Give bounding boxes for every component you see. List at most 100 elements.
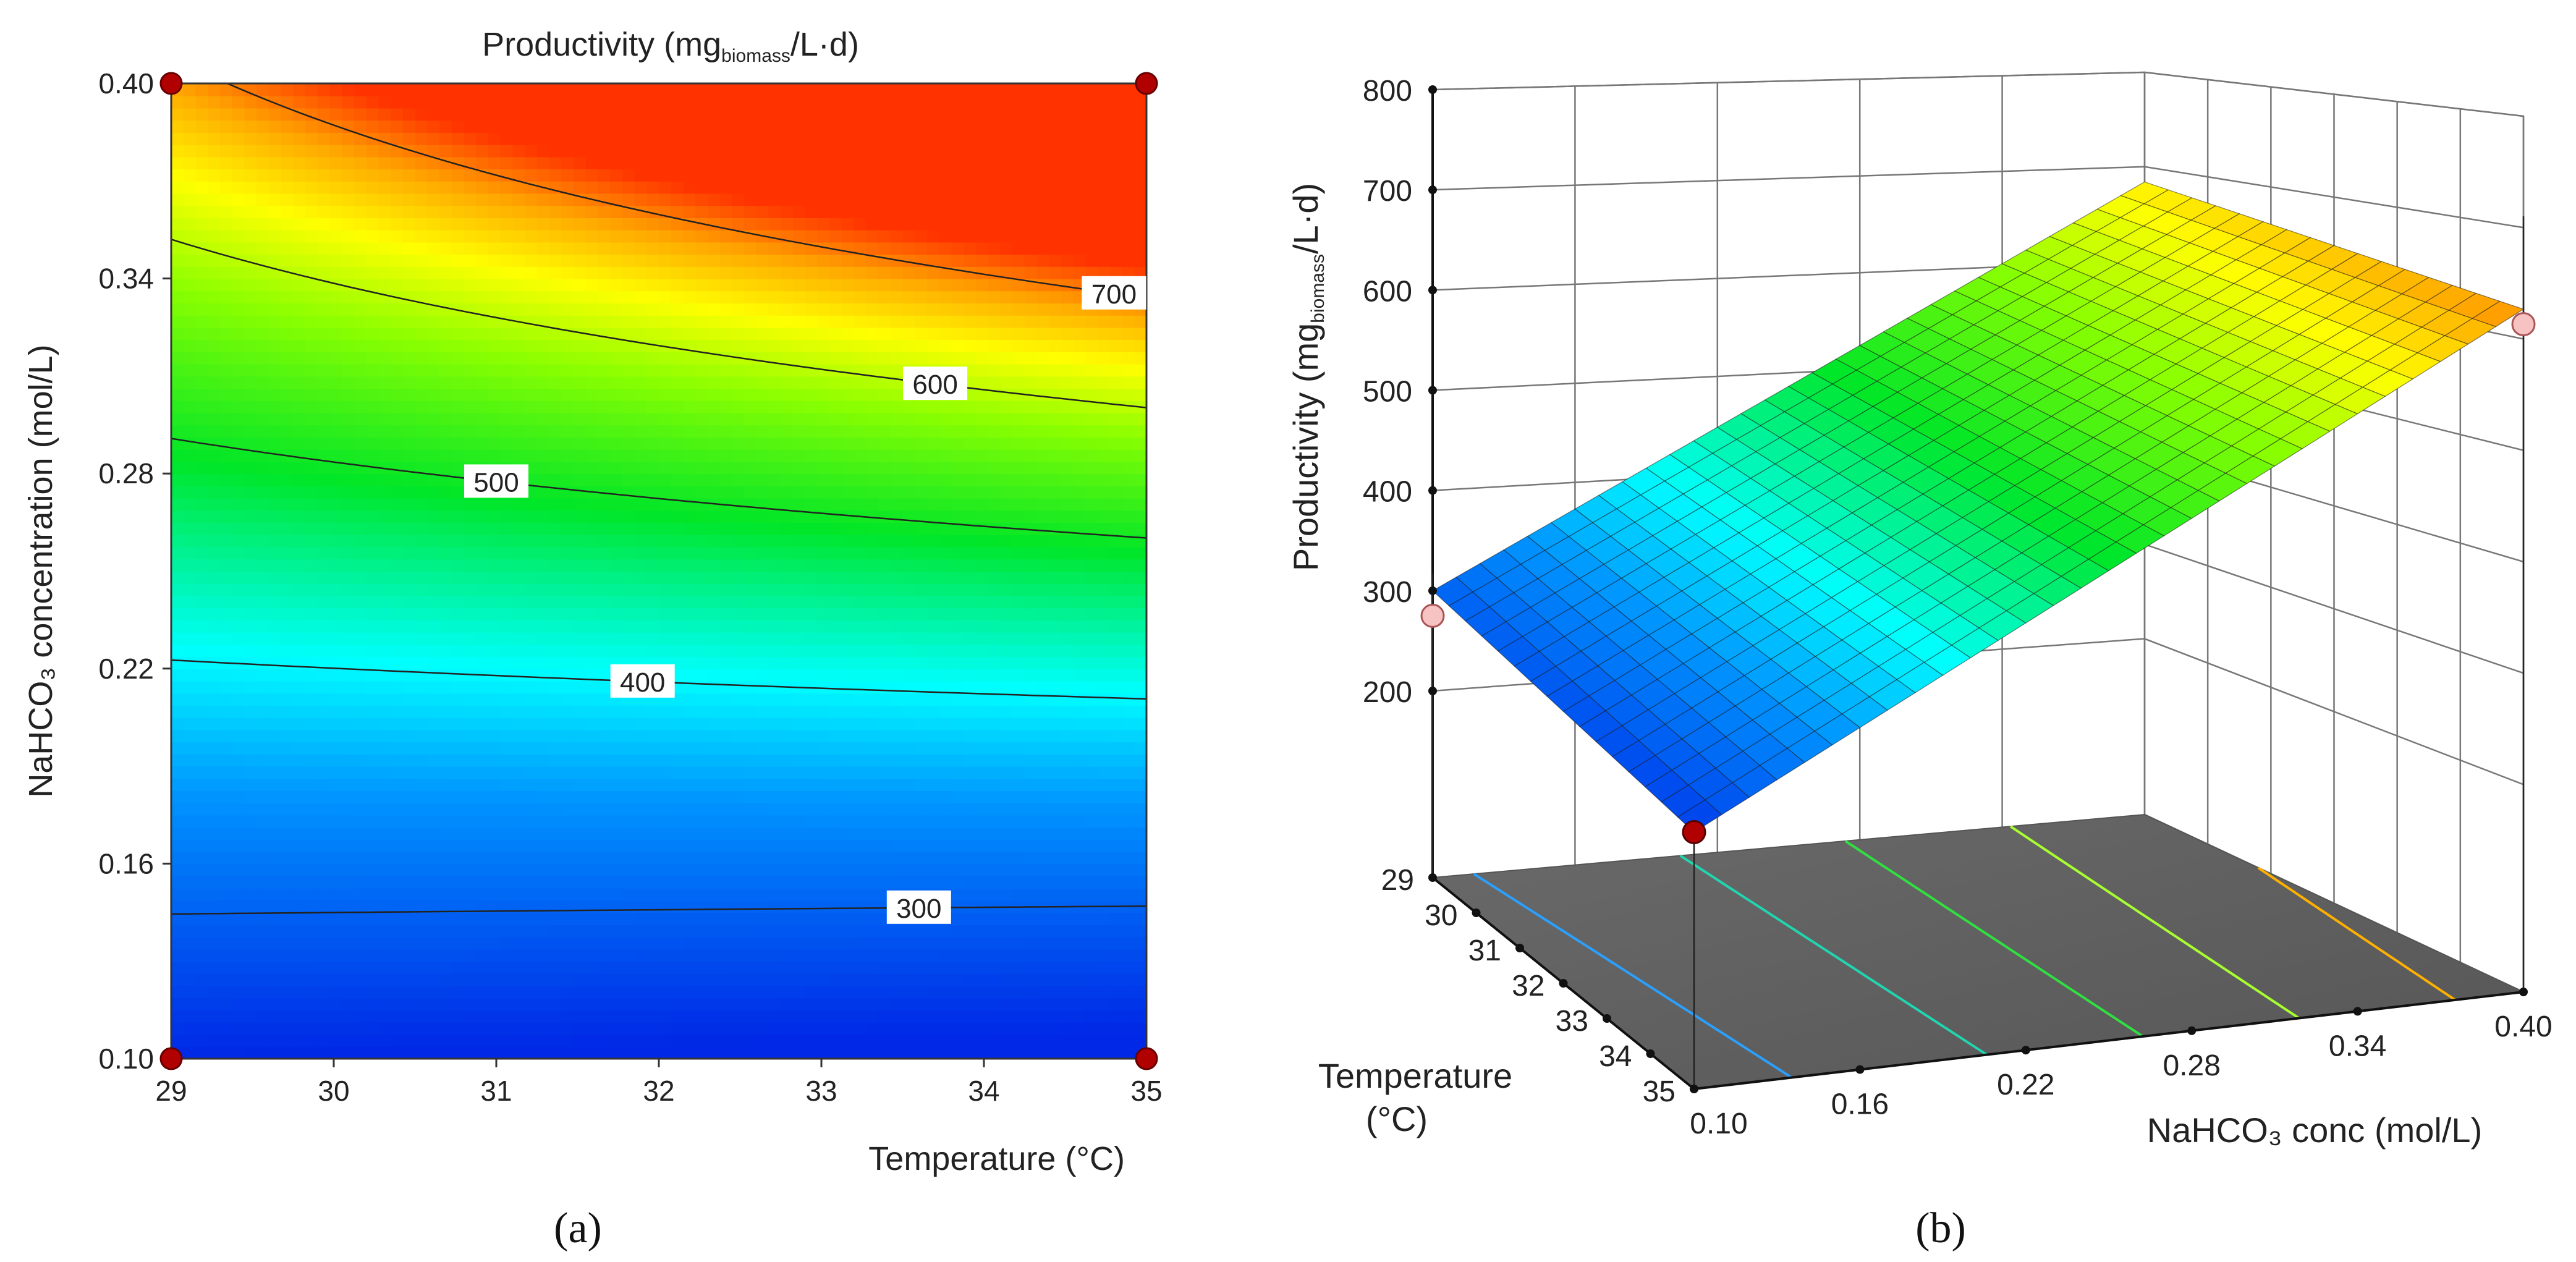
heat-cell <box>573 156 587 170</box>
heat-cell <box>866 376 879 389</box>
heat-cell <box>683 644 697 658</box>
heat-cell <box>573 925 587 938</box>
heat-cell <box>659 973 672 986</box>
heat-cell <box>317 180 331 194</box>
heat-cell <box>854 595 867 609</box>
heat-cell <box>415 997 428 1011</box>
heat-cell <box>719 1022 733 1035</box>
heat-cell <box>439 936 452 950</box>
heat-cell <box>402 778 416 792</box>
heat-cell <box>902 985 916 999</box>
heat-cell <box>866 217 879 231</box>
heat-cell <box>573 229 587 243</box>
heat-cell <box>549 863 562 877</box>
heat-cell <box>829 388 842 401</box>
heat-cell <box>732 193 745 206</box>
heat-cell <box>525 571 538 584</box>
heat-cell <box>598 693 611 706</box>
heat-cell <box>768 242 782 255</box>
heat-cell <box>391 437 404 450</box>
heat-cell <box>695 242 708 255</box>
heat-cell <box>634 376 648 389</box>
heat-cell <box>890 1034 904 1048</box>
heat-cell <box>781 388 794 401</box>
heat-cell <box>195 900 209 913</box>
heat-cell <box>195 412 209 426</box>
heat-cell <box>598 900 611 913</box>
heat-cell <box>915 510 928 523</box>
heat-cell <box>659 949 672 962</box>
heat-cell <box>195 120 209 133</box>
heat-cell <box>525 839 538 852</box>
heat-cell <box>902 973 916 986</box>
heat-cell <box>391 778 404 792</box>
heat-cell <box>695 1022 708 1035</box>
heat-cell <box>305 839 318 852</box>
heat-cell <box>171 668 184 682</box>
heat-cell <box>854 425 867 438</box>
heat-cell <box>902 693 916 706</box>
heat-cell <box>488 656 501 669</box>
heat-cell <box>719 936 733 950</box>
heat-cell <box>464 802 477 816</box>
heat-cell <box>573 546 587 560</box>
heat-cell <box>659 522 672 535</box>
heat-cell <box>305 766 318 779</box>
heat-cell <box>781 254 794 267</box>
heat-cell <box>768 766 782 779</box>
heat-cell <box>829 863 842 877</box>
heat-cell <box>281 242 294 255</box>
heat-cell <box>281 339 294 352</box>
heat-cell <box>208 973 221 986</box>
heat-cell <box>768 376 782 389</box>
heat-cell <box>329 229 343 243</box>
heat-cell <box>476 193 489 206</box>
heat-cell <box>573 510 587 523</box>
heat-cell <box>525 1034 538 1048</box>
heat-cell <box>183 1010 197 1023</box>
heat-cell <box>683 180 697 194</box>
heat-cell <box>768 1034 782 1048</box>
heat-cell <box>171 729 184 743</box>
heat-cell <box>683 205 697 218</box>
heat-cell <box>719 278 733 292</box>
heat-cell <box>854 961 867 974</box>
heat-cell <box>671 717 684 731</box>
heat-cell <box>293 522 306 535</box>
heat-cell <box>439 120 452 133</box>
heat-cell <box>805 925 818 938</box>
heat-cell <box>561 351 574 365</box>
heat-cell <box>671 705 684 718</box>
heat-cell <box>622 1046 635 1059</box>
heat-cell <box>525 876 538 889</box>
heat-cell <box>792 668 806 682</box>
heat-cell <box>208 876 221 889</box>
heat-cell <box>841 461 855 475</box>
heat-cell <box>756 656 769 669</box>
heat-cell <box>354 473 367 486</box>
heat-cell <box>792 949 806 962</box>
heat-cell <box>329 827 343 840</box>
heat-cell <box>281 559 294 572</box>
heat-cell <box>171 169 184 182</box>
heat-cell <box>817 156 831 170</box>
heat-cell <box>841 339 855 352</box>
heat-cell <box>744 327 757 341</box>
heat-cell <box>268 887 282 901</box>
heat-cell <box>585 217 599 231</box>
heat-cell <box>366 693 379 706</box>
heat-cell <box>464 729 477 743</box>
heat-cell <box>415 327 428 341</box>
heat-cell <box>402 985 416 999</box>
heat-cell <box>256 680 269 694</box>
heat-cell <box>476 449 489 462</box>
heat-cell <box>659 985 672 999</box>
heat-cell <box>719 339 733 352</box>
heat-cell <box>854 169 867 182</box>
heat-cell <box>744 1034 757 1048</box>
heat-cell <box>488 949 501 962</box>
heat-cell <box>890 266 904 279</box>
heat-cell <box>732 156 745 170</box>
heat-cell <box>805 644 818 658</box>
heat-cell <box>439 522 452 535</box>
